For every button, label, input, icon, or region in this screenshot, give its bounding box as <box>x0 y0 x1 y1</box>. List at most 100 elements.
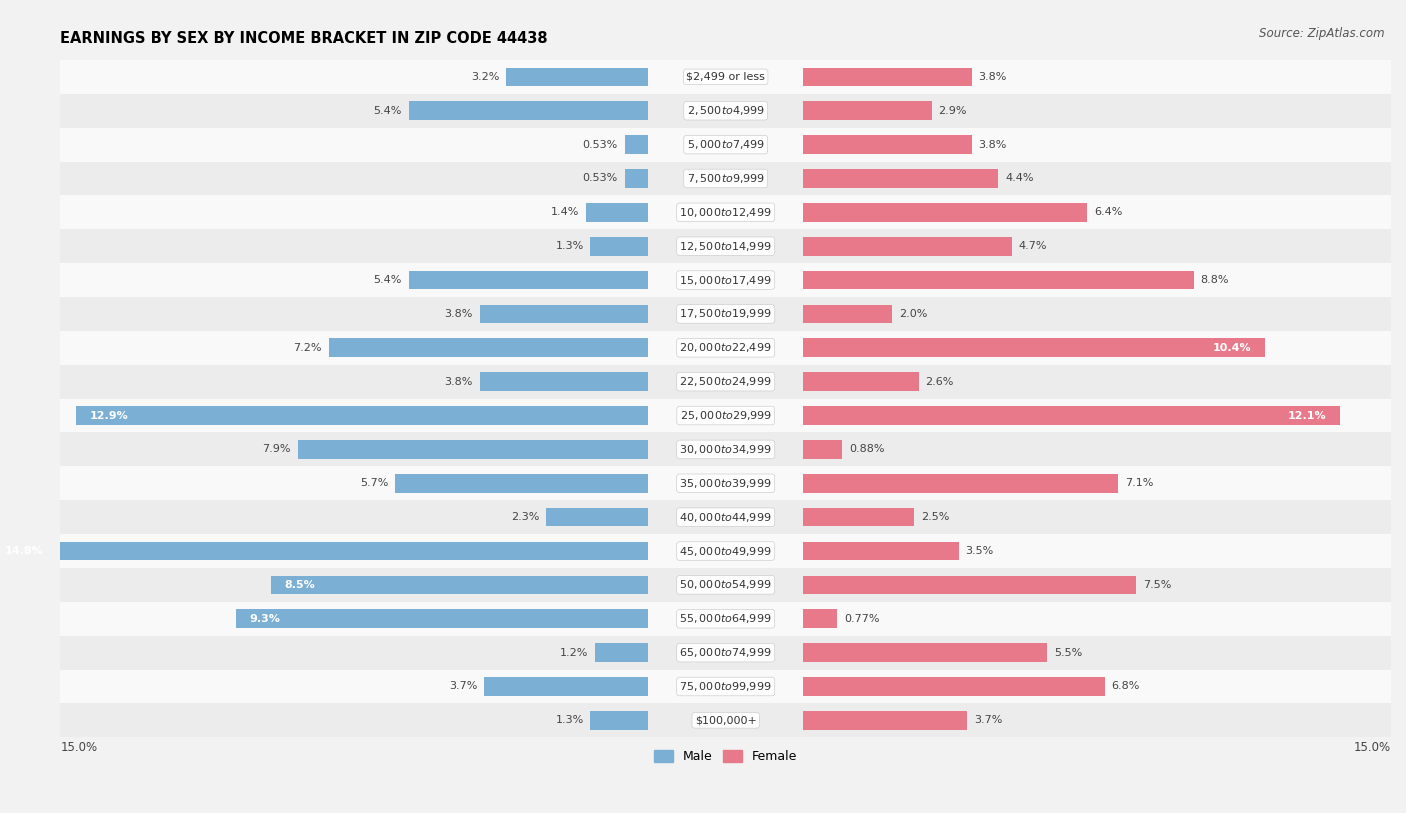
Bar <box>591 711 648 730</box>
Bar <box>546 508 648 527</box>
Bar <box>60 467 1391 500</box>
Bar <box>803 576 1136 594</box>
Text: 7.2%: 7.2% <box>294 343 322 353</box>
Bar <box>479 305 648 324</box>
Text: 0.77%: 0.77% <box>844 614 880 624</box>
Bar <box>803 169 998 188</box>
Bar <box>409 271 648 289</box>
Text: 3.5%: 3.5% <box>965 546 994 556</box>
Text: 15.0%: 15.0% <box>1354 741 1391 754</box>
Bar <box>76 406 648 425</box>
Text: 6.8%: 6.8% <box>1112 681 1140 692</box>
Bar <box>803 643 1047 662</box>
Text: 0.88%: 0.88% <box>849 445 884 454</box>
Text: 7.1%: 7.1% <box>1125 478 1153 489</box>
Bar <box>60 703 1391 737</box>
Text: $22,500 to $24,999: $22,500 to $24,999 <box>679 375 772 388</box>
Text: $5,000 to $7,499: $5,000 to $7,499 <box>686 138 765 151</box>
Text: 0.53%: 0.53% <box>582 173 617 184</box>
Bar <box>60 263 1391 297</box>
Bar <box>803 102 932 120</box>
Bar <box>803 203 1087 222</box>
Bar <box>60 331 1391 365</box>
Text: $25,000 to $29,999: $25,000 to $29,999 <box>679 409 772 422</box>
Text: 10.4%: 10.4% <box>1212 343 1251 353</box>
Text: 2.9%: 2.9% <box>939 106 967 115</box>
Bar <box>60 602 1391 636</box>
Bar <box>624 169 648 188</box>
Bar <box>60 670 1391 703</box>
Bar <box>329 338 648 357</box>
Bar <box>803 610 838 628</box>
Bar <box>484 677 648 696</box>
Text: 5.7%: 5.7% <box>360 478 388 489</box>
Bar <box>624 135 648 154</box>
Text: 14.8%: 14.8% <box>6 546 44 556</box>
Legend: Male, Female: Male, Female <box>650 746 801 768</box>
Text: $2,499 or less: $2,499 or less <box>686 72 765 82</box>
Bar <box>298 440 648 459</box>
Bar <box>60 534 1391 568</box>
Bar <box>0 541 648 560</box>
Text: $7,500 to $9,999: $7,500 to $9,999 <box>686 172 765 185</box>
Bar <box>803 508 914 527</box>
Bar <box>479 372 648 391</box>
Bar <box>803 406 1340 425</box>
Bar <box>60 297 1391 331</box>
Bar <box>803 372 918 391</box>
Bar <box>60 500 1391 534</box>
Text: $12,500 to $14,999: $12,500 to $14,999 <box>679 240 772 253</box>
Text: 2.6%: 2.6% <box>925 376 953 387</box>
Text: 12.1%: 12.1% <box>1288 411 1327 420</box>
Text: 8.5%: 8.5% <box>284 580 315 590</box>
Text: 9.3%: 9.3% <box>249 614 280 624</box>
Bar <box>60 195 1391 229</box>
Bar <box>60 636 1391 670</box>
Text: 8.8%: 8.8% <box>1201 275 1229 285</box>
Bar <box>803 67 972 86</box>
Text: $50,000 to $54,999: $50,000 to $54,999 <box>679 578 772 591</box>
Bar <box>803 440 842 459</box>
Bar <box>803 474 1118 493</box>
Bar <box>803 271 1194 289</box>
Text: 5.5%: 5.5% <box>1054 648 1083 658</box>
Text: 1.2%: 1.2% <box>560 648 588 658</box>
Bar <box>60 229 1391 263</box>
Bar <box>395 474 648 493</box>
Text: 0.53%: 0.53% <box>582 140 617 150</box>
Bar <box>595 643 648 662</box>
Text: 1.3%: 1.3% <box>555 241 583 251</box>
Text: $100,000+: $100,000+ <box>695 715 756 725</box>
Bar <box>803 711 967 730</box>
Text: 2.0%: 2.0% <box>898 309 927 319</box>
Text: 7.9%: 7.9% <box>263 445 291 454</box>
Text: 3.8%: 3.8% <box>979 140 1007 150</box>
Bar <box>591 237 648 255</box>
Text: 3.8%: 3.8% <box>444 309 472 319</box>
Text: 15.0%: 15.0% <box>60 741 97 754</box>
Text: 3.7%: 3.7% <box>974 715 1002 725</box>
Text: 5.4%: 5.4% <box>374 275 402 285</box>
Text: $30,000 to $34,999: $30,000 to $34,999 <box>679 443 772 456</box>
Text: EARNINGS BY SEX BY INCOME BRACKET IN ZIP CODE 44438: EARNINGS BY SEX BY INCOME BRACKET IN ZIP… <box>60 31 548 46</box>
Text: 7.5%: 7.5% <box>1143 580 1171 590</box>
Text: $40,000 to $44,999: $40,000 to $44,999 <box>679 511 772 524</box>
Bar <box>60 365 1391 398</box>
Bar <box>803 305 891 324</box>
Text: 12.9%: 12.9% <box>89 411 128 420</box>
Text: 1.3%: 1.3% <box>555 715 583 725</box>
Text: 2.3%: 2.3% <box>510 512 540 522</box>
Bar <box>271 576 648 594</box>
Text: $15,000 to $17,499: $15,000 to $17,499 <box>679 273 772 286</box>
Bar <box>60 128 1391 162</box>
Bar <box>236 610 648 628</box>
Text: $2,500 to $4,999: $2,500 to $4,999 <box>686 104 765 117</box>
Text: $10,000 to $12,499: $10,000 to $12,499 <box>679 206 772 219</box>
Bar <box>803 677 1105 696</box>
Text: 5.4%: 5.4% <box>374 106 402 115</box>
Text: 3.8%: 3.8% <box>444 376 472 387</box>
Bar <box>409 102 648 120</box>
Bar <box>60 568 1391 602</box>
Text: $55,000 to $64,999: $55,000 to $64,999 <box>679 612 772 625</box>
Bar <box>803 541 959 560</box>
